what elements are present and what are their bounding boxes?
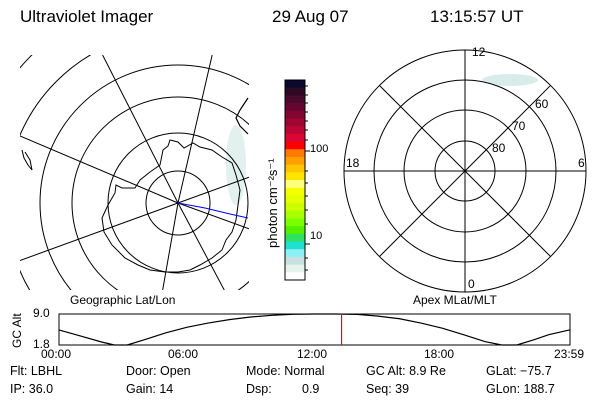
latitude-circle <box>107 132 249 274</box>
colorbar-band <box>285 264 305 273</box>
time-tick-1200: 12:00 <box>297 347 328 361</box>
geographic-map <box>20 55 249 290</box>
altitude-axis-label: GC Alt <box>10 313 24 348</box>
south-america-coastline <box>235 97 249 135</box>
colorbar-tick-10: 10 <box>310 230 323 242</box>
seq-info: Seq: 39 <box>366 382 410 396</box>
meridian-line <box>162 202 179 290</box>
date-label: 29 Aug 07 <box>272 7 349 26</box>
mlat-label-80: 80 <box>492 141 506 155</box>
meridian-line <box>20 202 179 261</box>
meridian-line <box>177 176 249 204</box>
colorbar-label: photon cm⁻²s⁻¹ <box>265 158 280 248</box>
colorbar-band <box>285 164 305 173</box>
time-label: 13:15:57 UT <box>430 7 524 26</box>
filter-info: Flt: LBHL <box>10 364 63 378</box>
colorbar-band <box>285 210 305 219</box>
colorbar-band <box>285 103 305 112</box>
mlat-label-70: 70 <box>512 119 526 133</box>
colorbar-tick-100: 100 <box>310 143 329 155</box>
glon-info: GLon: 188.7 <box>486 382 555 396</box>
altitude-plot <box>58 313 571 346</box>
glat-info: GLat: −75.7 <box>486 364 552 378</box>
colorbar-band <box>285 203 305 212</box>
colorbar-band <box>285 87 305 96</box>
latitude-circle <box>20 55 33 69</box>
instrument-title: Ultraviolet Imager <box>20 7 154 26</box>
colorbar-frame <box>284 79 306 281</box>
meridian-line <box>102 55 179 204</box>
colorbar-band <box>285 118 305 127</box>
colorbar-band <box>285 187 305 196</box>
aurora-glow <box>482 74 538 86</box>
colorbar-band <box>285 218 305 227</box>
gc-alt-info: GC Alt: 8.9 Re <box>366 364 446 378</box>
mlat-label-60: 60 <box>535 97 549 111</box>
colorbar-band <box>285 126 305 135</box>
antarctica-coastline <box>101 139 241 273</box>
altitude-tick-min: 1.8 <box>33 337 50 351</box>
aurora-glow <box>226 125 246 205</box>
time-tick-0600: 06:00 <box>168 347 199 361</box>
time-tick-2359: 23:59 <box>554 347 585 361</box>
mode-info: Mode: Normal <box>246 364 325 378</box>
ip-info: IP: 36.0 <box>10 382 54 396</box>
door-info: Door: Open <box>126 364 191 378</box>
mag-map-label: Apex MLat/MLT <box>413 293 497 307</box>
meridian-line <box>177 55 213 204</box>
colorbar-band <box>285 141 305 150</box>
altitude-tick-max: 9.0 <box>33 306 50 320</box>
colorbar-band <box>285 272 305 281</box>
latitude-circle <box>39 64 249 290</box>
colorbar-band <box>285 180 305 189</box>
time-tick-1800: 18:00 <box>424 347 455 361</box>
magnetic-polar-map <box>343 49 587 293</box>
colorbar-band <box>285 80 305 89</box>
dsp-label: Dsp: <box>246 382 272 396</box>
time-tick-0000: 00:00 <box>41 347 72 361</box>
colorbar-band <box>285 226 305 235</box>
latitude-circle <box>145 170 211 236</box>
mlt-label-6: 6 <box>578 156 585 170</box>
colorbar-band <box>285 233 305 243</box>
mlt-label-12: 12 <box>472 45 486 59</box>
colorbar-band <box>285 95 305 104</box>
dsp-value: 0.9 <box>302 382 320 396</box>
latitude-circle <box>71 96 249 290</box>
mlt-label-0: 0 <box>468 277 475 291</box>
meridian-line <box>177 202 225 290</box>
colorbar-band <box>285 110 305 119</box>
aurora-region <box>482 74 538 86</box>
colorbar-band <box>285 149 305 158</box>
colorbar-band <box>285 133 305 143</box>
colorbar-band <box>285 195 305 204</box>
colorbar <box>284 79 310 281</box>
australia-coastline <box>21 149 33 171</box>
colorbar-band <box>285 249 305 258</box>
colorbar-band <box>285 156 305 166</box>
colorbar-band <box>285 256 305 266</box>
colorbar-band <box>285 172 305 181</box>
meridian-line <box>177 202 249 230</box>
geo-map-label: Geographic Lat/Lon <box>70 293 176 307</box>
satellite-track <box>177 202 249 219</box>
gain-info: Gain: 14 <box>126 382 174 396</box>
colorbar-band <box>285 241 305 250</box>
mlt-label-18: 18 <box>346 156 360 170</box>
altitude-line <box>58 313 570 346</box>
meridian-line <box>20 135 179 204</box>
mlt-line <box>379 85 551 257</box>
altitude-plot-frame <box>58 313 571 346</box>
